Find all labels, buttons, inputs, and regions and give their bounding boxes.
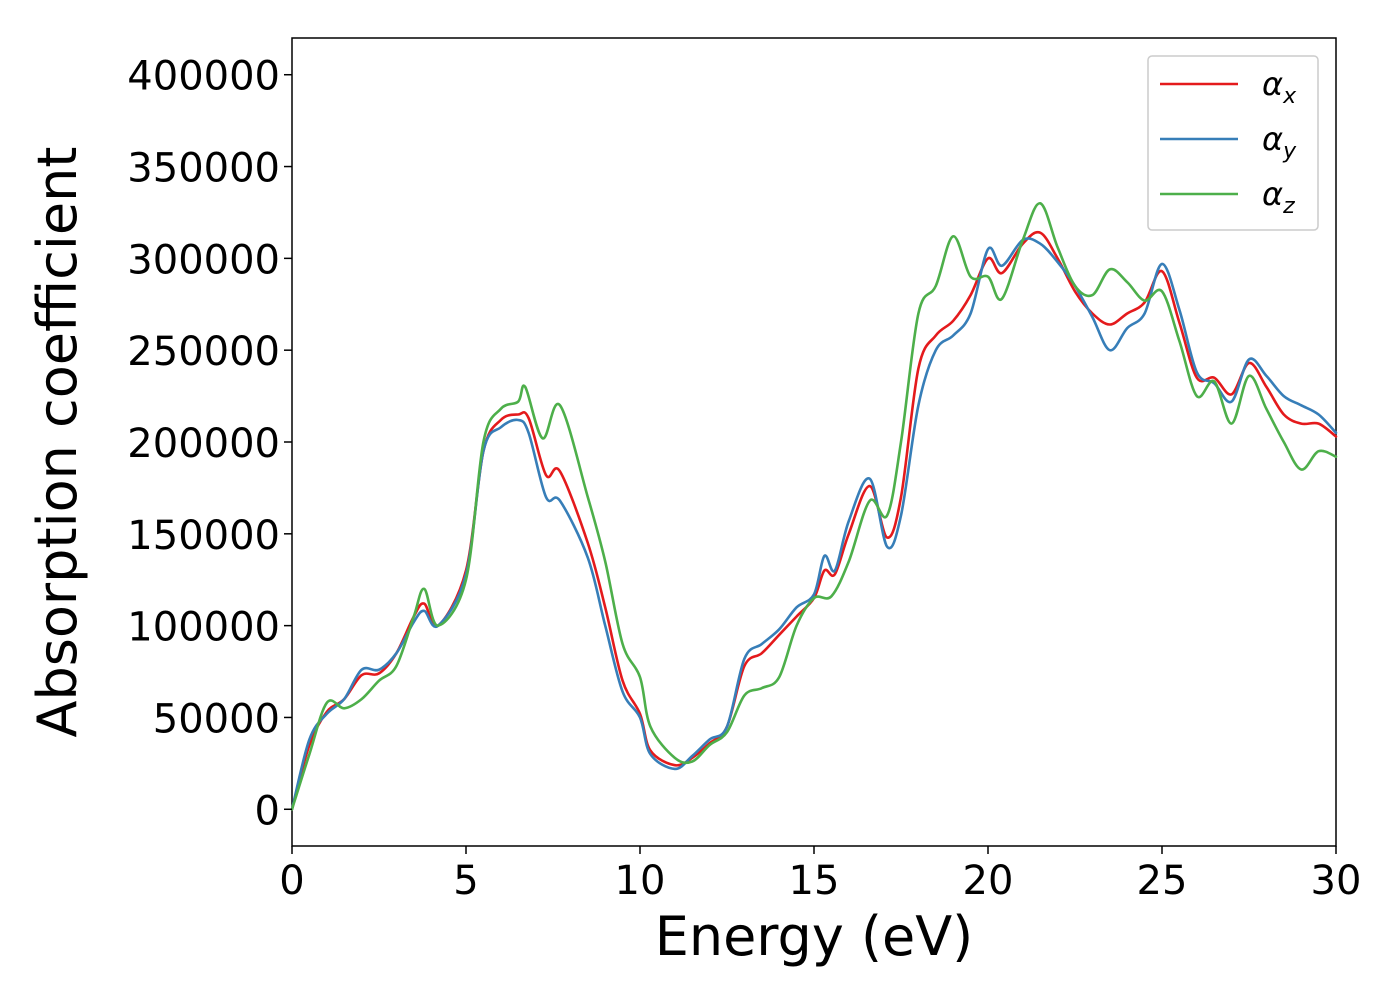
legend-symbol: α <box>1262 175 1283 213</box>
legend-frame <box>1147 55 1319 231</box>
x-tick-label: 30 <box>1311 858 1362 904</box>
y-tick-label: 400000 <box>127 54 280 100</box>
series-line-z <box>290 202 1338 811</box>
y-tick-label: 100000 <box>127 605 280 651</box>
x-tick-label: 0 <box>279 858 304 904</box>
legend-subscript: z <box>1282 194 1295 219</box>
x-tick-label: 20 <box>963 858 1014 904</box>
x-tick-label: 5 <box>453 858 478 904</box>
y-tick-label: 300000 <box>127 237 280 283</box>
y-tick-label: 50000 <box>153 696 280 742</box>
legend-symbol: α <box>1262 120 1283 158</box>
y-tick-label: 200000 <box>127 421 280 467</box>
y-tick-label: 150000 <box>127 513 280 559</box>
legend-label-x: αx <box>1262 65 1297 109</box>
x-axis-title: Energy (eV) <box>655 905 974 968</box>
legend-subscript: x <box>1282 84 1297 109</box>
series-layer <box>290 202 1338 811</box>
legend-symbol: α <box>1262 65 1283 103</box>
y-tick-label: 0 <box>255 788 280 834</box>
x-tick-label: 15 <box>789 858 840 904</box>
y-tick-label: 250000 <box>127 329 280 375</box>
legend-label-z: αz <box>1262 175 1295 219</box>
legend-label-y: αy <box>1262 120 1297 164</box>
series-line-x <box>290 230 1338 811</box>
legend-subscript: y <box>1282 139 1297 164</box>
y-axis-title: Absorption coefficient <box>26 147 89 738</box>
x-tick-label: 10 <box>615 858 666 904</box>
y-tick-label: 350000 <box>127 146 280 192</box>
x-tick-label: 25 <box>1137 858 1188 904</box>
y-axis: 0 50000 100000 150000 200000 250000 300000 3500… <box>127 54 292 834</box>
x-axis: 0 5 10 15 20 25 30 <box>279 846 1361 904</box>
